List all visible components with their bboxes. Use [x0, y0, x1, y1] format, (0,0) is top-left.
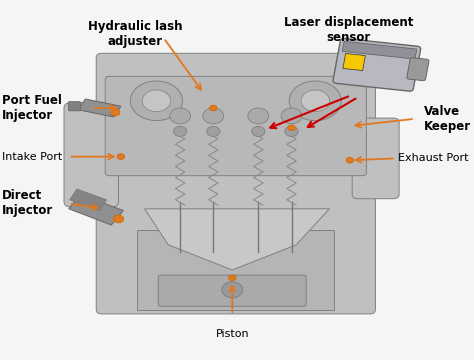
FancyBboxPatch shape	[343, 54, 365, 71]
FancyBboxPatch shape	[105, 76, 366, 176]
Text: Intake Port: Intake Port	[2, 152, 63, 162]
Circle shape	[288, 125, 295, 131]
Circle shape	[301, 90, 329, 112]
Circle shape	[170, 108, 191, 124]
Circle shape	[228, 275, 236, 281]
Circle shape	[142, 90, 171, 112]
Polygon shape	[70, 189, 107, 211]
Circle shape	[110, 109, 120, 116]
Circle shape	[210, 105, 217, 111]
Circle shape	[346, 157, 354, 163]
Circle shape	[248, 108, 269, 124]
Text: Exhaust Port: Exhaust Port	[398, 153, 469, 163]
FancyBboxPatch shape	[68, 102, 81, 111]
FancyBboxPatch shape	[96, 53, 375, 314]
Circle shape	[117, 154, 125, 159]
Circle shape	[281, 108, 302, 124]
Text: Laser displacement
sensor: Laser displacement sensor	[284, 16, 413, 44]
FancyBboxPatch shape	[158, 275, 306, 306]
Text: Hydraulic lash
adjuster: Hydraulic lash adjuster	[88, 20, 182, 48]
FancyBboxPatch shape	[64, 103, 118, 207]
FancyBboxPatch shape	[407, 58, 429, 81]
FancyBboxPatch shape	[137, 230, 334, 310]
Circle shape	[130, 81, 182, 121]
Polygon shape	[78, 99, 121, 117]
Polygon shape	[145, 209, 329, 270]
Circle shape	[285, 126, 298, 136]
Text: Piston: Piston	[216, 329, 249, 339]
Circle shape	[252, 126, 265, 136]
Text: Direct
Injector: Direct Injector	[2, 189, 54, 217]
Circle shape	[113, 215, 124, 223]
Text: Port Fuel
Injector: Port Fuel Injector	[2, 94, 62, 122]
Circle shape	[289, 81, 341, 121]
Circle shape	[203, 108, 224, 124]
FancyBboxPatch shape	[342, 41, 417, 59]
FancyBboxPatch shape	[333, 39, 420, 91]
Text: Valve
Keeper: Valve Keeper	[424, 105, 471, 133]
Polygon shape	[69, 194, 123, 225]
Circle shape	[222, 282, 243, 298]
Circle shape	[173, 126, 187, 136]
Circle shape	[207, 126, 220, 136]
FancyBboxPatch shape	[352, 118, 399, 199]
